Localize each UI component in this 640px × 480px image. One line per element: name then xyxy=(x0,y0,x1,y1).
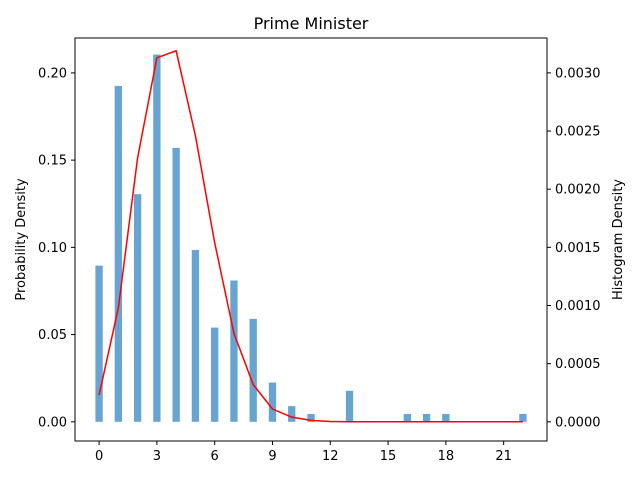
y-axis-left-ticks: 0.00 0.05 0.10 0.15 0.20 xyxy=(38,66,75,430)
y-axis-right-label: Histogram Density xyxy=(611,179,626,300)
x-tick-label: 6 xyxy=(211,449,219,464)
histogram-bar xyxy=(345,390,354,422)
histogram-bar xyxy=(442,413,450,422)
histogram-bar xyxy=(153,54,161,422)
histogram-bar xyxy=(133,194,142,422)
y-left-tick-label: 0.15 xyxy=(38,154,67,169)
histogram-bar xyxy=(191,249,200,422)
histogram-bar xyxy=(114,85,123,422)
y-left-tick-label: 0.20 xyxy=(38,66,67,81)
x-tick-label: 21 xyxy=(495,449,512,464)
x-tick-label: 12 xyxy=(322,449,339,464)
y-left-tick-label: 0.00 xyxy=(38,415,67,430)
y-right-tick-label: 0.0020 xyxy=(555,183,601,198)
bars xyxy=(95,54,527,422)
y-right-tick-label: 0.0025 xyxy=(555,125,601,140)
histogram-bar xyxy=(307,413,315,422)
histogram-bar xyxy=(211,327,219,422)
histogram-bar xyxy=(95,265,103,422)
x-axis-ticks: 0 3 6 9 12 15 18 21 xyxy=(95,441,512,464)
y-axis-right-ticks: 0.0000 0.0005 0.0010 0.0015 0.0020 0.0025 0.00… xyxy=(547,66,601,430)
histogram-bar xyxy=(422,413,431,422)
density-line-layer xyxy=(98,49,523,423)
histogram-bar xyxy=(268,382,277,422)
histogram-bar xyxy=(519,413,527,422)
y-left-tick-label: 0.10 xyxy=(38,241,67,256)
plot-frame xyxy=(74,37,548,442)
histogram-bar xyxy=(172,147,180,422)
density-line xyxy=(98,49,523,423)
y-left-tick-label: 0.05 xyxy=(38,328,67,343)
chart-title: Prime Minister xyxy=(254,14,369,33)
x-tick-label: 3 xyxy=(153,449,161,464)
x-tick-label: 9 xyxy=(268,449,276,464)
y-right-tick-label: 0.0010 xyxy=(555,299,601,314)
histogram-bar xyxy=(249,318,257,422)
histogram-bar xyxy=(230,280,238,422)
x-tick-label: 18 xyxy=(438,449,455,464)
y-right-tick-label: 0.0015 xyxy=(555,241,601,256)
y-axis-left-label: Probability Density xyxy=(14,178,29,301)
histogram-bar xyxy=(288,406,296,422)
x-tick-label: 0 xyxy=(95,449,103,464)
y-right-tick-label: 0.0005 xyxy=(555,357,601,372)
y-right-tick-label: 0.0030 xyxy=(555,66,601,81)
histogram-bar xyxy=(403,413,411,422)
y-right-tick-label: 0.0000 xyxy=(555,415,601,430)
x-tick-label: 15 xyxy=(380,449,397,464)
